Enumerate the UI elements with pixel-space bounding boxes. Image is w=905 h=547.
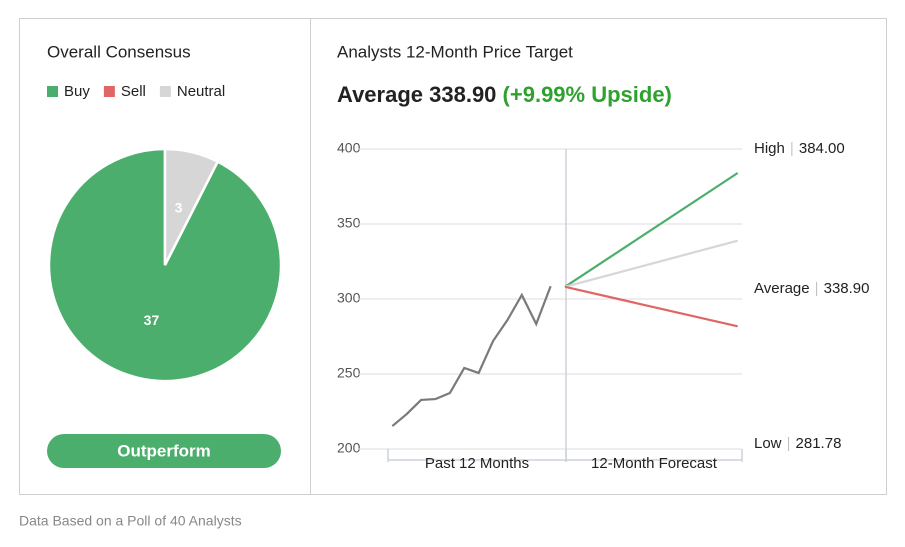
pie-title: Overall Consensus — [47, 42, 191, 61]
y-tick-label: 200 — [337, 440, 361, 456]
legend-label: Buy — [64, 83, 90, 100]
slice-label: 37 — [144, 312, 160, 328]
slice-label: 3 — [175, 199, 183, 215]
legend-label: Neutral — [177, 83, 225, 100]
rating-button — [47, 434, 281, 468]
forecast-value: 384.00 — [799, 140, 845, 157]
forecast-line — [564, 285, 738, 328]
y-tick-label: 400 — [337, 140, 361, 156]
y-tick-label: 300 — [337, 290, 361, 306]
section-label: 12-Month Forecast — [591, 455, 718, 472]
forecast-name: Average — [754, 280, 810, 297]
legend-swatch — [103, 86, 115, 97]
forecast-value: 338.90 — [824, 280, 870, 297]
y-tick-label: 350 — [337, 215, 361, 231]
price-line — [391, 285, 552, 427]
average-headline: Average 338.90 (+9.99% Upside) — [337, 82, 672, 107]
section-label: Past 12 Months — [425, 455, 529, 472]
forecast-name: High — [754, 140, 785, 157]
legend-swatch — [47, 86, 58, 97]
upside-label: (+9.99% Upside) — [503, 82, 672, 107]
forecast-value: 281.78 — [796, 435, 842, 452]
y-tick-label: 250 — [337, 365, 361, 381]
line-title: Analysts 12-Month Price Target — [337, 42, 573, 61]
forecast-line — [564, 172, 739, 288]
pie-slice — [163, 147, 220, 266]
forecast-line — [564, 239, 738, 288]
legend-label: Sell — [121, 83, 146, 100]
footer-note: Data Based on a Poll of 40 Analysts — [19, 513, 242, 529]
legend-swatch — [159, 86, 171, 97]
rating-label: Outperform — [117, 441, 211, 460]
forecast-name: Low — [754, 435, 782, 452]
average-label: Average 338.90 — [337, 82, 496, 107]
